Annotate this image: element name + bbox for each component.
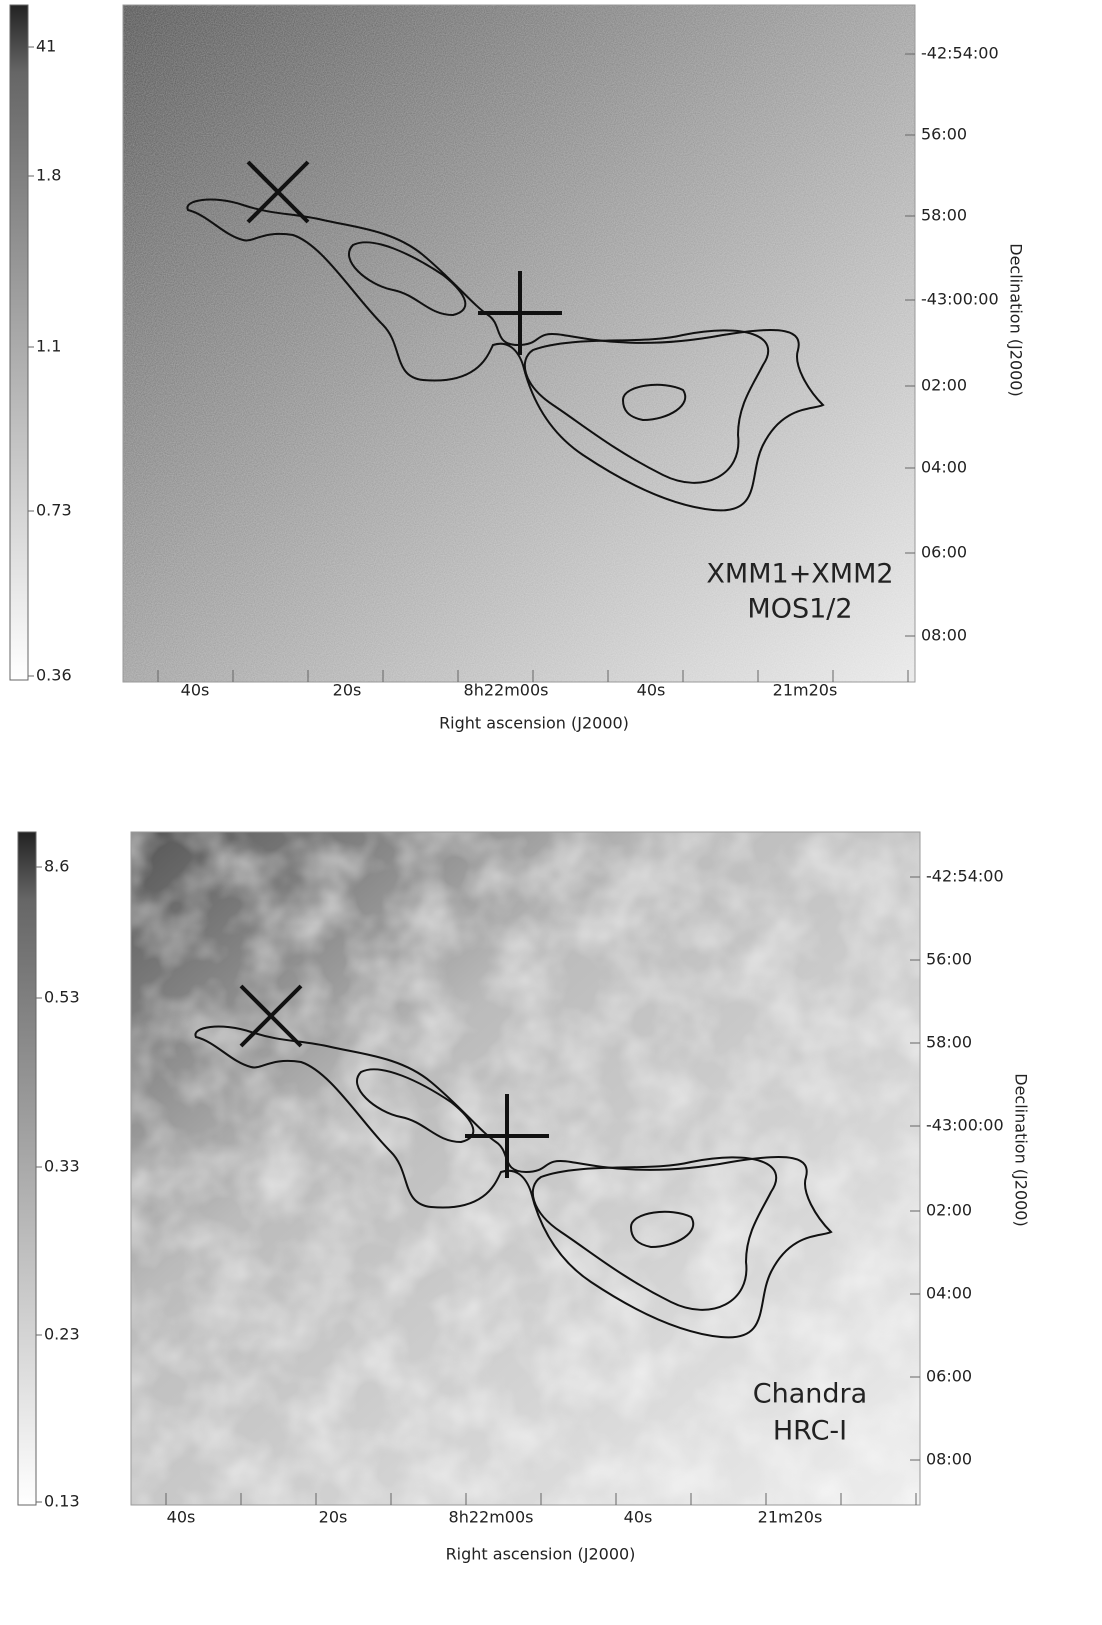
y-tick-label: 56:00 xyxy=(926,950,972,969)
colorbar-label: 0.23 xyxy=(44,1325,80,1344)
colorbar xyxy=(10,5,28,680)
x-tick-label: 40s xyxy=(624,1508,653,1527)
colorbar-label: 0.13 xyxy=(44,1492,80,1511)
x-tick-label: 40s xyxy=(637,681,666,700)
x-axis-label: Right ascension (J2000) xyxy=(446,1545,636,1564)
colorbar-label: 0.36 xyxy=(36,666,72,685)
figure: 41 1.8 1.1 0.73 0.36 40s 20s 8h22m00s 40s 21m20s R… xyxy=(0,0,1102,1621)
y-tick-label: -43:00:00 xyxy=(926,1116,1004,1135)
y-tick-label: -42:54:00 xyxy=(921,44,999,63)
colorbar-label: 41 xyxy=(36,37,56,56)
x-tick-label: 20s xyxy=(333,681,362,700)
colorbar-label: 1.1 xyxy=(36,337,61,356)
x-tick-label: 8h22m00s xyxy=(464,681,549,700)
y-tick-label: 06:00 xyxy=(926,1367,972,1386)
x-axis-label: Right ascension (J2000) xyxy=(439,714,629,733)
y-tick-label: 06:00 xyxy=(921,543,967,562)
colorbar-label: 0.33 xyxy=(44,1157,80,1176)
y-tick-label: 02:00 xyxy=(921,376,967,395)
panel-label: Chandra xyxy=(753,1379,867,1410)
colorbar-label: 0.53 xyxy=(44,988,80,1007)
colorbar-label: 0.73 xyxy=(36,501,72,520)
x-tick-label: 40s xyxy=(181,681,210,700)
y-tick-label: -42:54:00 xyxy=(926,867,1004,886)
y-tick-label: 58:00 xyxy=(926,1033,972,1052)
panel-label: HRC-I xyxy=(773,1416,847,1447)
x-tick-label: 8h22m00s xyxy=(449,1508,534,1527)
x-tick-label: 21m20s xyxy=(773,681,838,700)
x-tick-label: 40s xyxy=(167,1508,196,1527)
colorbar xyxy=(18,832,36,1505)
y-axis-label: Declination (J2000) xyxy=(1012,1073,1031,1226)
y-tick-label: 04:00 xyxy=(926,1284,972,1303)
y-tick-label: 56:00 xyxy=(921,125,967,144)
colorbar-label: 1.8 xyxy=(36,166,61,185)
y-tick-label: 04:00 xyxy=(921,458,967,477)
x-tick-label: 21m20s xyxy=(758,1508,823,1527)
x-tick-label: 20s xyxy=(319,1508,348,1527)
y-tick-label: 02:00 xyxy=(926,1201,972,1220)
colorbar-label: 8.6 xyxy=(44,857,69,876)
y-tick-label: 58:00 xyxy=(921,206,967,225)
y-tick-label: 08:00 xyxy=(921,626,967,645)
panel-label: MOS1/2 xyxy=(747,594,852,625)
y-tick-label: 08:00 xyxy=(926,1450,972,1469)
y-axis-label: Declination (J2000) xyxy=(1007,243,1026,396)
panel-label: XMM1+XMM2 xyxy=(706,559,893,590)
y-tick-label: -43:00:00 xyxy=(921,290,999,309)
